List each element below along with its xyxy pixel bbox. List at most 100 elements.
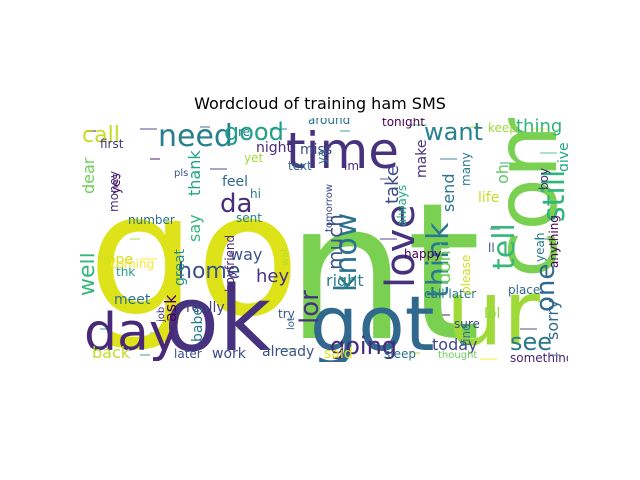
word-right: right [326, 271, 364, 290]
filler-word-mark [500, 162, 510, 164]
word-im: im [344, 159, 359, 173]
word-keep: keep [488, 121, 517, 135]
filler-word-mark [200, 126, 210, 128]
word-feel: feel [222, 174, 248, 190]
word-always: always [395, 185, 409, 226]
word-tonight: tonight [382, 118, 425, 129]
word-call-later: call later [424, 287, 476, 301]
word-want: want [424, 118, 483, 146]
word-hope: hope [98, 252, 133, 268]
word-much: much [323, 214, 347, 270]
word-boy: boy [537, 168, 551, 190]
word-dont: dont [434, 243, 455, 284]
filler-word-mark [440, 314, 450, 316]
word-sent: sent [236, 211, 262, 225]
filler-word-mark [530, 128, 547, 130]
filler-word-mark [520, 328, 537, 330]
word-first: first [100, 137, 124, 151]
filler-word-mark [90, 346, 107, 348]
word-cloud: go nt ok got come ur day time need call love good wa… [80, 118, 568, 362]
word-hey: hey [256, 266, 289, 287]
filler-word-mark [440, 158, 457, 160]
word-call: call [82, 123, 120, 148]
word-ya: ya [315, 150, 329, 164]
word-give: give [556, 142, 568, 172]
word-day: day [84, 303, 180, 362]
word-really: really [186, 300, 225, 316]
word-find: find [459, 323, 473, 346]
word-great: great [172, 248, 188, 286]
word-ask: ask [161, 294, 180, 322]
filler-word-mark [230, 328, 240, 330]
word-work: work [212, 346, 247, 362]
filler-word-mark [470, 126, 480, 128]
word-around: around [308, 118, 350, 127]
word-still: still [537, 170, 568, 222]
word-go: go [88, 157, 300, 355]
word-going: going [330, 332, 397, 360]
filler-word-mark [340, 130, 350, 132]
word-coming: coming [110, 257, 154, 271]
word-thing: thing [516, 118, 562, 137]
word-ok: ok [164, 267, 271, 362]
filler-word-mark [270, 128, 287, 130]
word-later: later [174, 347, 202, 361]
word-say: say [185, 214, 204, 242]
filler-word-mark [86, 130, 96, 132]
word-pls: pls [174, 168, 188, 179]
word-see: see [510, 328, 552, 356]
word-lot: lot [286, 317, 297, 330]
filler-word-mark [490, 228, 500, 230]
filler-word-mark [410, 352, 420, 354]
word-one: one [531, 264, 561, 312]
word-wat: wat [280, 248, 291, 266]
word-take: take [382, 165, 403, 204]
word-boyfriend: boyfriend [223, 235, 237, 292]
word-lor: lor [295, 290, 325, 324]
word-today: today [432, 335, 478, 354]
word-anything: anything [547, 215, 561, 268]
filler-word-mark [150, 332, 167, 334]
word-yet: yet [244, 151, 263, 165]
word-number: number [128, 213, 175, 227]
word-sorry: sorry [543, 300, 562, 340]
word-please: please [459, 255, 473, 294]
filler-word-mark [540, 152, 557, 154]
word-ur: ur [446, 261, 540, 362]
word-yes: yes [109, 173, 123, 194]
word-tell: tell [487, 223, 522, 270]
word-miss: miss [300, 142, 332, 158]
word-make: make [414, 140, 430, 178]
filler-word-mark [380, 178, 390, 180]
word-well: well [80, 252, 100, 296]
word-money: money [107, 171, 121, 212]
word-nt: nt [286, 162, 481, 362]
filler-word-mark [150, 158, 160, 160]
filler-word-mark [140, 128, 157, 130]
filler-word-mark [380, 318, 397, 320]
word-life: life [478, 190, 499, 206]
word-try: try [278, 307, 295, 321]
word-night: night [256, 140, 293, 156]
word-home: home [178, 259, 240, 284]
filler-word-mark [210, 168, 227, 170]
word-said: said [324, 346, 353, 362]
word-send: send [439, 174, 458, 212]
filler-word-mark [410, 124, 427, 126]
filler-word-mark [380, 238, 397, 240]
word-back: back [92, 343, 131, 362]
filler-word-mark [100, 328, 110, 330]
word-place: place [508, 283, 540, 297]
filler-word-mark [480, 358, 497, 360]
word-come: come [477, 118, 568, 278]
filler-word-mark [535, 238, 552, 240]
word-tomorrow: tomorrow [324, 184, 335, 232]
filler-word-mark [130, 238, 140, 240]
word-text: text [288, 159, 312, 173]
word-good: good [224, 118, 284, 146]
word-something: something [510, 351, 568, 362]
word-thank: thank [185, 150, 204, 196]
figure-title: Wordcloud of training ham SMS [194, 94, 446, 113]
word-lol: lol [484, 306, 500, 322]
